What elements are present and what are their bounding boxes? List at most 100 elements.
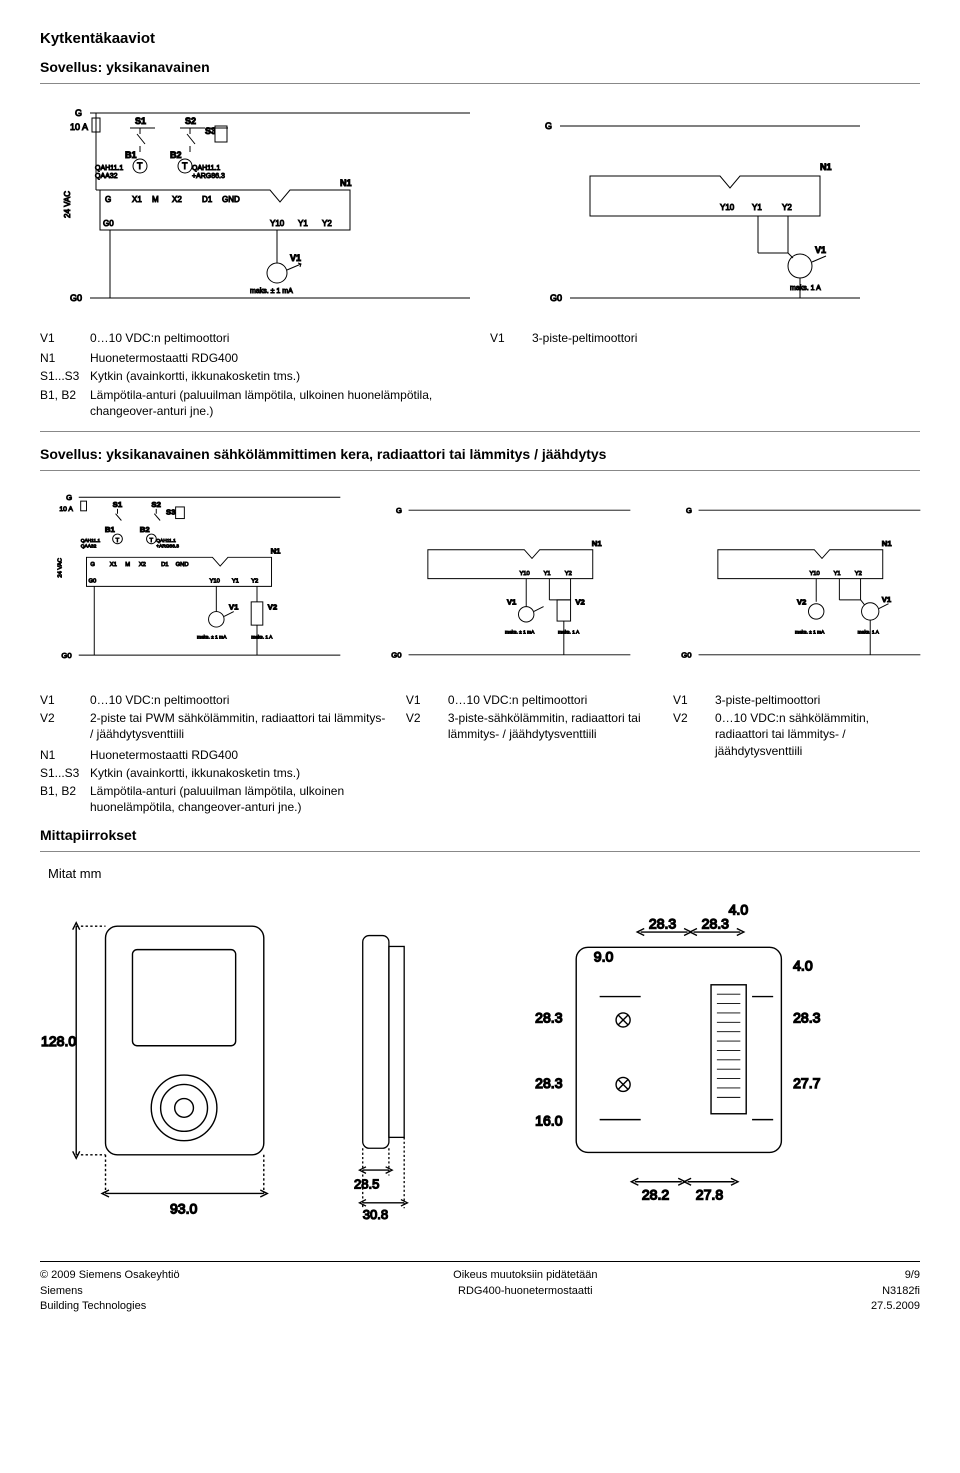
legend-value: 0…10 VDC:n sähkölämmitin, radiaattori ta… [715,710,920,759]
svg-text:Y10: Y10 [210,578,220,584]
legend-line: V22-piste tai PWM sähkölämmitin, radiaat… [40,710,386,742]
svg-text:maks. 1 A: maks. 1 A [790,285,821,292]
legend-key: V1 [40,692,90,708]
svg-text:G0: G0 [391,651,401,660]
svg-text:maks. ± 1 mA: maks. ± 1 mA [505,630,535,636]
legend-key: N1 [40,747,90,763]
legend-value: Lämpötila-anturi (paluuilman lämpötila, … [90,387,470,419]
legend-key: B1, B2 [40,783,90,815]
svg-text:D1: D1 [202,195,213,204]
footer-division: Building Technologies [40,1299,180,1314]
svg-text:Y1: Y1 [544,571,551,577]
page-footer: © 2009 Siemens Osakeyhtiö Siemens Buildi… [40,1261,920,1314]
legend-line: B1, B2Lämpötila-anturi (paluuilman lämpö… [40,783,386,815]
footer-product: RDG400-huonetermostaatti [453,1284,597,1299]
svg-text:N1: N1 [820,162,832,172]
svg-text:Y10: Y10 [270,219,285,228]
legend-line: V10…10 VDC:n peltimoottori [406,692,653,708]
legend-value: 0…10 VDC:n peltimoottori [448,692,653,708]
svg-text:B1: B1 [105,525,116,534]
legend-value: Huonetermostaatti RDG400 [90,747,386,763]
dimensions-sub: Mitat mm [48,866,920,881]
dim-front: 128.0 93.0 [40,891,300,1231]
svg-text:V2: V2 [575,598,584,607]
svg-text:24 VAC: 24 VAC [63,191,72,218]
svg-text:N1: N1 [340,178,352,188]
svg-text:28.3: 28.3 [793,1010,821,1026]
svg-text:QAH11.1: QAH11.1 [156,538,176,544]
svg-text:24 VAC: 24 VAC [57,558,63,578]
legend-line: V13-piste-peltimoottori [490,330,920,346]
legend-key: V1 [673,692,715,708]
svg-text:28.3: 28.3 [702,916,730,932]
svg-text:maks. 1 A: maks. 1 A [558,630,580,636]
svg-text:V1: V1 [507,598,517,607]
legend-key: V2 [40,710,90,742]
svg-text:G0: G0 [88,578,96,584]
svg-text:S1: S1 [135,116,146,126]
svg-text:Y10: Y10 [720,203,735,212]
app1-schematic-left: G 10 A S1 S2 S3 B1 T B2 T QAH11.1 QAA32 [40,98,480,318]
svg-text:S1: S1 [113,500,123,509]
page-title: Kytkentäkaaviot [40,30,920,47]
legend-line: N1Huonetermostaatti RDG400 [40,747,386,763]
svg-text:T: T [137,161,143,171]
svg-text:10 A: 10 A [59,506,73,513]
svg-text:Y2: Y2 [855,571,862,577]
svg-text:V2: V2 [268,603,277,612]
svg-text:4.0: 4.0 [729,902,749,918]
legend-key: S1...S3 [40,368,90,384]
svg-text:G: G [66,493,72,502]
legend-line: S1...S3Kytkin (avainkortti, ikkunakosket… [40,368,470,384]
app1-diagrams: G 10 A S1 S2 S3 B1 T B2 T QAH11.1 QAA32 [40,98,920,318]
svg-text:27.7: 27.7 [793,1075,821,1091]
svg-text:V2: V2 [797,598,806,607]
app1-legend: V10…10 VDC:n peltimoottoriN1Huonetermost… [40,330,920,421]
svg-text:30.8: 30.8 [363,1207,388,1222]
svg-text:Y2: Y2 [251,578,258,584]
svg-text:Y2: Y2 [565,571,572,577]
svg-text:28.3: 28.3 [649,916,677,932]
svg-text:V1: V1 [882,595,892,604]
svg-text:N1: N1 [882,539,893,548]
svg-text:Y1: Y1 [298,219,308,228]
footer-rights: Oikeus muutoksiin pidätetään [453,1268,597,1283]
legend-line: V10…10 VDC:n peltimoottori [40,692,386,708]
legend-key: V2 [673,710,715,759]
svg-text:N1: N1 [271,546,282,555]
legend-key: N1 [40,350,90,366]
svg-text:Y2: Y2 [782,203,792,212]
footer-copyright: © 2009 Siemens Osakeyhtiö [40,1268,180,1283]
svg-text:4.0: 4.0 [793,958,813,974]
svg-text:QAA32: QAA32 [81,544,97,550]
svg-text:V1: V1 [815,245,826,255]
svg-text:N1: N1 [592,539,603,548]
svg-text:G: G [105,195,111,204]
svg-text:maks. ± 1 mA: maks. ± 1 mA [197,635,227,641]
app1-schematic-right: G N1 Y10 Y1 Y2 V1 maks. 1 A G0 [500,98,880,318]
footer-docnum: N3182fi [871,1284,920,1299]
svg-text:G0: G0 [61,651,71,660]
legend-value: 3-piste-sähkölämmitin, radiaattori tai l… [448,710,653,742]
app2-diagrams: G 10 A S1 S2 S3 B1 T B2 T QAH11.1 QAA32 … [40,485,920,680]
app2-schematic-1: G 10 A S1 S2 S3 B1 T B2 T QAH11.1 QAA32 … [40,485,350,680]
footer-company: Siemens [40,1284,180,1299]
legend-value: Huonetermostaatti RDG400 [90,350,470,366]
svg-text:28.5: 28.5 [354,1177,379,1192]
app1-heading: Sovellus: yksikanavainen [40,59,920,75]
legend-key: V1 [40,330,90,346]
svg-text:S2: S2 [185,116,196,126]
legend-value: 3-piste-peltimoottori [715,692,920,708]
svg-text:V1: V1 [229,603,239,612]
svg-text:10 A: 10 A [70,122,88,132]
svg-text:28.2: 28.2 [642,1187,670,1203]
svg-text:S2: S2 [151,500,160,509]
legend-key: S1...S3 [40,765,90,781]
svg-text:+ARG86.3: +ARG86.3 [156,544,179,550]
svg-text:QAA32: QAA32 [95,173,118,180]
legend-line: V13-piste-peltimoottori [673,692,920,708]
svg-text:G0: G0 [103,219,114,228]
legend-value: 3-piste-peltimoottori [532,330,920,346]
svg-text:GND: GND [176,562,189,568]
svg-text:S3: S3 [166,508,176,517]
